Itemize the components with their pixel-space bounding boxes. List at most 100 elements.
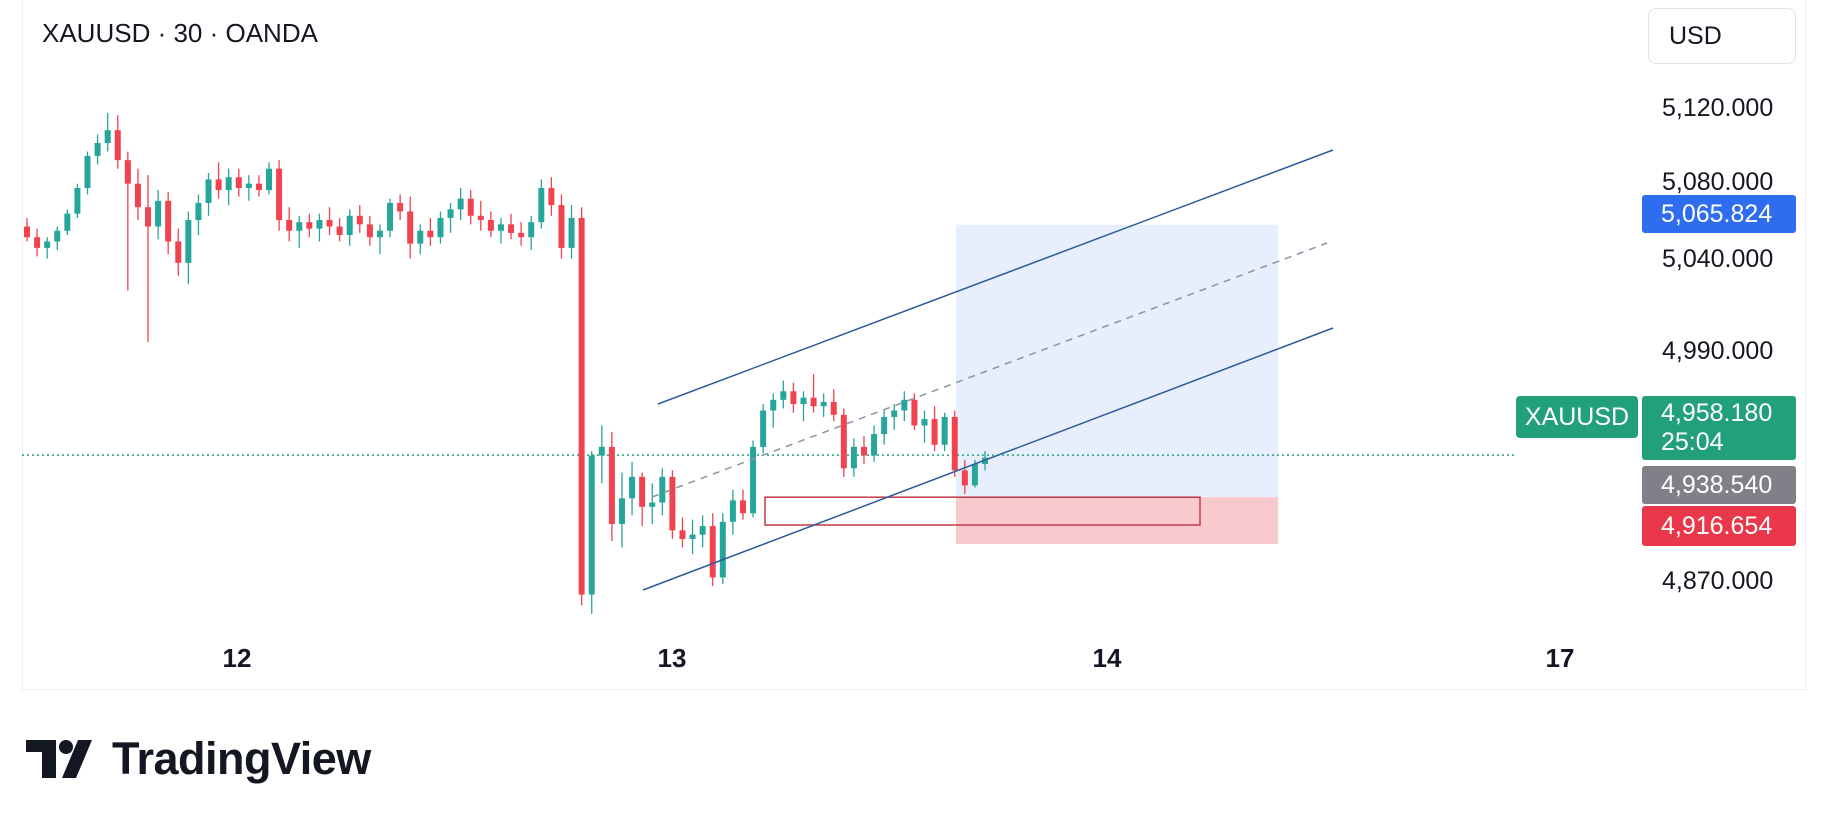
chart-frame bbox=[22, 0, 1806, 690]
candle-body bbox=[215, 179, 222, 191]
candle-body bbox=[709, 526, 716, 578]
candle-body bbox=[205, 179, 212, 203]
candle-body bbox=[578, 217, 585, 595]
current-price-label: 4,958.180 25:04 bbox=[1642, 396, 1796, 460]
currency-button[interactable]: USD bbox=[1648, 8, 1796, 64]
candle-body bbox=[901, 399, 908, 411]
candle-body bbox=[387, 202, 394, 231]
candle-body bbox=[618, 498, 625, 524]
candle-body bbox=[971, 464, 978, 486]
price-axis-tick: 5,120.000 bbox=[1662, 94, 1774, 122]
candle-body bbox=[729, 500, 736, 522]
candle-body bbox=[750, 446, 757, 514]
candle-body bbox=[165, 200, 172, 242]
candle-body bbox=[487, 220, 494, 231]
candle-body bbox=[245, 183, 252, 188]
target-price-label: 5,065.824 bbox=[1642, 195, 1796, 233]
candle-body bbox=[175, 241, 182, 263]
candle-body bbox=[790, 391, 797, 405]
candle-body bbox=[689, 534, 696, 539]
candle-body bbox=[94, 143, 101, 156]
candle-body bbox=[810, 397, 817, 407]
candle-body bbox=[447, 209, 454, 218]
demand-zone-box bbox=[764, 496, 1201, 526]
candle-body bbox=[739, 500, 746, 514]
candle-body bbox=[719, 521, 726, 578]
candle-body bbox=[326, 220, 333, 227]
candle-body bbox=[114, 130, 121, 161]
candle-body bbox=[770, 399, 777, 411]
candle-body bbox=[931, 419, 938, 445]
candle-body bbox=[800, 397, 807, 405]
time-axis-tick: 14 bbox=[1092, 643, 1122, 673]
candle-body bbox=[235, 177, 242, 188]
price-axis-tick: 5,040.000 bbox=[1662, 245, 1774, 273]
candle-body bbox=[44, 241, 51, 248]
candle-body bbox=[54, 230, 61, 242]
candle-body bbox=[306, 222, 313, 229]
candle-body bbox=[921, 419, 928, 426]
tradingview-logo-icon bbox=[26, 740, 92, 778]
candle-body bbox=[427, 230, 434, 238]
candle-body bbox=[850, 446, 857, 469]
candle-body bbox=[911, 399, 918, 426]
candle-body bbox=[518, 232, 525, 238]
price-axis-tick: 4,990.000 bbox=[1662, 337, 1774, 365]
candle-body bbox=[376, 230, 383, 238]
bar-countdown: 25:04 bbox=[1661, 428, 1724, 456]
time-axis-tick: 13 bbox=[657, 643, 687, 673]
stop-zone bbox=[956, 497, 1278, 544]
candle-body bbox=[699, 526, 706, 535]
candle-body bbox=[407, 211, 414, 244]
candle-body bbox=[124, 160, 131, 184]
tradingview-logo[interactable]: TradingView bbox=[26, 733, 371, 785]
candle-body bbox=[830, 401, 837, 415]
channel-lower-line bbox=[642, 327, 1334, 591]
candle-body bbox=[104, 130, 111, 144]
candle-body bbox=[316, 220, 323, 229]
candle-body bbox=[366, 224, 373, 238]
candle-body bbox=[558, 205, 565, 248]
time-axis-tick: 17 bbox=[1545, 643, 1575, 673]
candle-body bbox=[669, 476, 676, 531]
candlestick-chart[interactable] bbox=[0, 0, 1828, 700]
candle-body bbox=[881, 416, 888, 435]
candle-body bbox=[477, 215, 484, 221]
candle-body bbox=[286, 220, 293, 231]
candle-body bbox=[679, 530, 686, 539]
candle-body bbox=[276, 168, 283, 221]
candle-body bbox=[336, 226, 343, 236]
candle-body bbox=[497, 224, 504, 231]
candle-body bbox=[629, 476, 636, 499]
candle-body bbox=[185, 220, 192, 263]
candle-body bbox=[397, 202, 404, 212]
candle-body bbox=[145, 207, 152, 227]
candle-body bbox=[346, 215, 353, 236]
candle-body bbox=[538, 187, 545, 223]
candle-body bbox=[951, 416, 958, 471]
candle-body bbox=[820, 401, 827, 407]
candle-body bbox=[508, 224, 515, 233]
candle-body bbox=[598, 446, 605, 456]
candle-body bbox=[780, 391, 787, 400]
candle-body bbox=[528, 222, 535, 238]
candle-body bbox=[134, 183, 141, 208]
chart-symbol-title[interactable]: XAUUSD · 30 · OANDA bbox=[42, 18, 318, 48]
candle-body bbox=[467, 198, 474, 216]
candle-body bbox=[195, 202, 202, 221]
candle-body bbox=[608, 446, 615, 524]
channel-median-line bbox=[651, 242, 1328, 498]
candle-body bbox=[356, 215, 363, 225]
candle-body bbox=[457, 198, 464, 210]
target-zone bbox=[956, 224, 1278, 498]
stop-price-label: 4,916.654 bbox=[1642, 506, 1796, 546]
candle-body bbox=[34, 237, 41, 248]
price-axis-tick: 4,870.000 bbox=[1662, 567, 1774, 595]
candle-body bbox=[639, 476, 646, 507]
brand-name: TradingView bbox=[112, 733, 371, 784]
candle-body bbox=[437, 217, 444, 238]
candle-body bbox=[941, 416, 948, 445]
current-price-value: 4,958.180 bbox=[1661, 399, 1773, 427]
channel-upper-line bbox=[657, 149, 1334, 405]
candle-body bbox=[74, 187, 81, 214]
